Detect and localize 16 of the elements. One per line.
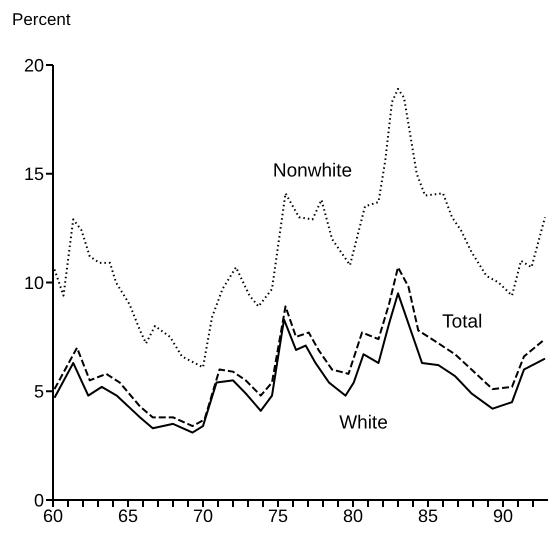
series-label: White [339, 412, 388, 434]
y-tick-label: 10 [24, 272, 44, 293]
x-tick-label: 75 [268, 506, 288, 526]
y-tick-label: 5 [34, 382, 44, 402]
x-tick-label: 65 [118, 506, 138, 526]
x-tick-label: 90 [492, 506, 514, 526]
x-tick-label: 80 [342, 506, 364, 526]
y-tick-label: 20 [24, 55, 44, 76]
series-label: Nonwhite [272, 160, 352, 182]
y-tick-label: 0 [34, 490, 44, 510]
x-tick-label: 60 [42, 506, 64, 526]
series-label: Total [442, 311, 482, 332]
x-tick-label: 70 [192, 506, 214, 526]
y-axis-title: Percent [12, 10, 71, 30]
x-tick-label: 85 [418, 506, 438, 526]
y-tick-label: 15 [24, 164, 44, 184]
